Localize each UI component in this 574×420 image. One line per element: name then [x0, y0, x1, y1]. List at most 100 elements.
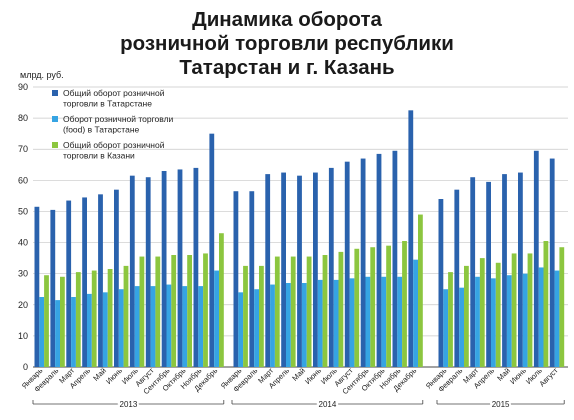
bar-food-tatarstan-2013-11 — [198, 286, 204, 367]
year-label: 2015 — [492, 400, 510, 409]
bar-total-kazan-2015-5 — [511, 253, 517, 367]
bar-total-kazan-2013-2 — [60, 276, 65, 367]
legend-label-total-tatarstan: Общий оборот розничной торговли в Татарст… — [63, 88, 165, 109]
y-tick-label: 70 — [18, 144, 28, 154]
bar-total-tatarstan-2015-4 — [486, 181, 491, 367]
bar-total-kazan-2015-1 — [448, 272, 453, 367]
legend-swatch-food-tatarstan — [52, 116, 58, 122]
y-tick-label: 10 — [18, 331, 28, 341]
bar-food-tatarstan-2014-7 — [333, 279, 339, 367]
bar-total-kazan-2013-7 — [139, 256, 145, 367]
bar-food-tatarstan-2015-7 — [538, 267, 544, 367]
bar-total-tatarstan-2015-7 — [533, 150, 539, 367]
bar-total-tatarstan-2014-11 — [392, 150, 398, 367]
bar-total-tatarstan-2013-8 — [145, 177, 151, 367]
bar-total-tatarstan-2015-1 — [438, 199, 444, 367]
bar-total-tatarstan-2015-6 — [518, 172, 523, 367]
bar-food-tatarstan-2013-9 — [166, 284, 172, 367]
bar-food-tatarstan-2015-5 — [506, 275, 512, 367]
bar-total-tatarstan-2014-10 — [376, 153, 382, 367]
bar-total-kazan-2014-11 — [402, 241, 407, 367]
legend-swatch-total-kazan — [52, 142, 58, 148]
y-tick-label: 50 — [18, 206, 28, 216]
bar-total-tatarstan-2014-3 — [265, 174, 271, 367]
bar-food-tatarstan-2014-1 — [238, 292, 244, 367]
y-tick-label: 80 — [18, 113, 28, 123]
y-tick-label: 30 — [18, 269, 28, 279]
bar-total-kazan-2014-9 — [370, 247, 376, 367]
bar-food-tatarstan-2014-12 — [413, 259, 418, 367]
bar-total-kazan-2013-12 — [219, 233, 224, 367]
bar-food-tatarstan-2013-5 — [102, 292, 108, 367]
bar-total-tatarstan-2013-11 — [193, 167, 199, 367]
bar-food-tatarstan-2014-10 — [381, 276, 387, 367]
bar-total-tatarstan-2015-2 — [454, 189, 460, 367]
chart-title: Динамика оборота розничной торговли респ… — [0, 8, 574, 80]
bar-total-kazan-2015-4 — [495, 262, 501, 367]
bar-food-tatarstan-2014-9 — [365, 276, 371, 367]
bar-food-tatarstan-2013-4 — [87, 293, 92, 367]
bar-total-tatarstan-2013-4 — [82, 197, 87, 367]
x-tick-label: Июнь — [104, 366, 124, 386]
bar-total-tatarstan-2015-3 — [470, 177, 476, 367]
bar-total-kazan-2014-6 — [322, 255, 328, 367]
y-tick-label: 60 — [18, 175, 28, 185]
bar-total-tatarstan-2014-4 — [281, 172, 286, 367]
bar-total-kazan-2013-4 — [91, 270, 97, 367]
bar-total-kazan-2013-9 — [171, 255, 177, 367]
bar-total-tatarstan-2014-8 — [344, 161, 350, 367]
bar-total-kazan-2014-1 — [243, 265, 248, 367]
bar-total-kazan-2013-5 — [107, 269, 113, 367]
bar-total-kazan-2015-8 — [559, 247, 565, 367]
bar-total-tatarstan-2014-9 — [360, 158, 366, 367]
legend-label-total-kazan: Общий оборот розничной торговли в Казани — [63, 140, 165, 161]
bar-total-tatarstan-2013-10 — [177, 169, 183, 367]
bar-total-tatarstan-2014-1 — [233, 191, 239, 367]
bar-total-kazan-2013-1 — [44, 275, 49, 367]
bar-food-tatarstan-2014-8 — [349, 278, 355, 367]
bar-food-tatarstan-2013-12 — [214, 270, 219, 367]
bar-total-tatarstan-2014-12 — [408, 110, 414, 367]
bar-food-tatarstan-2013-7 — [134, 286, 140, 367]
bar-total-tatarstan-2013-1 — [34, 206, 40, 367]
bar-total-kazan-2015-3 — [479, 258, 485, 367]
bar-total-tatarstan-2013-9 — [161, 171, 167, 367]
bar-food-tatarstan-2014-5 — [301, 283, 307, 367]
bar-total-tatarstan-2014-7 — [328, 167, 334, 367]
chart-title-line-2: розничной торговли республики — [120, 32, 454, 55]
bar-total-tatarstan-2013-2 — [50, 209, 56, 367]
year-label: 2014 — [319, 400, 337, 409]
bar-food-tatarstan-2015-1 — [443, 289, 449, 367]
chart-title-line-3: Татарстан и г. Казань — [179, 56, 395, 79]
bar-food-tatarstan-2014-2 — [254, 289, 259, 367]
bar-food-tatarstan-2014-11 — [397, 276, 403, 367]
bar-total-tatarstan-2013-12 — [209, 133, 215, 367]
legend-label-food-tatarstan: Оборот розничной торговли (food) в Татарс… — [63, 114, 174, 135]
bar-food-tatarstan-2013-10 — [182, 286, 188, 367]
y-tick-label: 90 — [18, 82, 28, 92]
x-tick-label: Август — [537, 366, 560, 389]
y-tick-label: 0 — [23, 362, 28, 372]
bar-total-kazan-2013-10 — [187, 255, 192, 367]
bar-food-tatarstan-2015-8 — [554, 270, 560, 367]
bar-food-tatarstan-2015-3 — [475, 276, 480, 367]
bar-food-tatarstan-2013-6 — [118, 289, 124, 367]
bar-food-tatarstan-2013-1 — [39, 297, 45, 367]
y-tick-label: 20 — [18, 300, 28, 310]
bar-total-kazan-2015-2 — [464, 265, 469, 367]
bar-total-tatarstan-2015-5 — [502, 174, 507, 367]
bar-total-tatarstan-2013-7 — [129, 175, 135, 367]
bar-food-tatarstan-2015-6 — [522, 273, 528, 367]
bar-food-tatarstan-2015-2 — [459, 287, 464, 367]
bar-total-kazan-2013-8 — [155, 256, 161, 367]
bar-total-tatarstan-2013-3 — [66, 200, 72, 367]
x-tick-label: Июнь — [508, 366, 528, 386]
x-tick-label: Июнь — [303, 366, 323, 386]
legend-swatch-total-tatarstan — [52, 90, 58, 96]
bar-food-tatarstan-2013-2 — [55, 300, 60, 367]
bar-food-tatarstan-2013-3 — [71, 297, 76, 367]
bar-total-kazan-2014-12 — [418, 214, 423, 367]
bar-total-kazan-2014-3 — [274, 256, 280, 367]
bar-total-tatarstan-2015-8 — [549, 158, 555, 367]
